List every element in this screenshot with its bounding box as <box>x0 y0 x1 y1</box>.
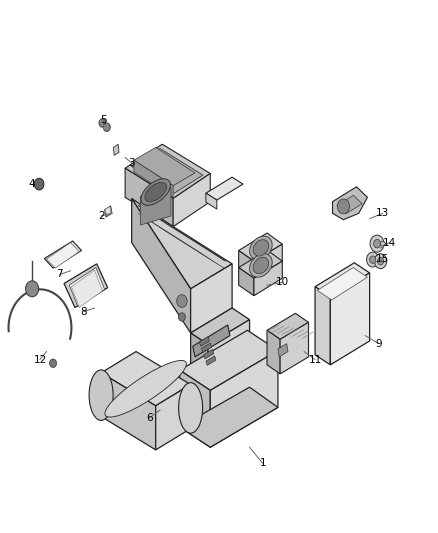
Circle shape <box>370 235 384 252</box>
Text: 5: 5 <box>100 115 106 125</box>
Polygon shape <box>132 198 191 333</box>
Polygon shape <box>191 308 250 345</box>
Circle shape <box>49 359 57 368</box>
Polygon shape <box>191 333 208 383</box>
Text: 2: 2 <box>98 211 104 221</box>
Polygon shape <box>180 370 210 447</box>
Polygon shape <box>206 356 216 366</box>
Polygon shape <box>138 213 226 269</box>
Polygon shape <box>125 144 210 198</box>
Polygon shape <box>267 313 308 340</box>
Polygon shape <box>71 270 102 308</box>
Polygon shape <box>69 268 105 307</box>
Polygon shape <box>44 241 81 268</box>
Polygon shape <box>46 243 79 268</box>
Polygon shape <box>138 205 226 261</box>
Ellipse shape <box>105 360 187 417</box>
Polygon shape <box>204 350 214 359</box>
Circle shape <box>374 254 387 269</box>
Text: 6: 6 <box>146 413 152 423</box>
Polygon shape <box>199 337 209 346</box>
Polygon shape <box>267 330 280 374</box>
Polygon shape <box>155 384 191 450</box>
Polygon shape <box>134 148 195 185</box>
Polygon shape <box>239 250 283 278</box>
Polygon shape <box>315 287 330 365</box>
Circle shape <box>103 123 110 132</box>
Circle shape <box>178 313 185 321</box>
Text: 12: 12 <box>33 354 46 365</box>
Polygon shape <box>64 264 108 308</box>
Polygon shape <box>191 264 232 333</box>
Polygon shape <box>132 198 232 289</box>
Text: 8: 8 <box>80 306 87 317</box>
Polygon shape <box>332 187 367 220</box>
Polygon shape <box>173 173 210 227</box>
Ellipse shape <box>141 179 170 205</box>
Text: 4: 4 <box>28 179 35 189</box>
Polygon shape <box>315 263 370 297</box>
Polygon shape <box>105 206 112 217</box>
Ellipse shape <box>253 257 269 273</box>
Text: 3: 3 <box>128 158 135 168</box>
Ellipse shape <box>253 240 269 256</box>
Polygon shape <box>239 251 254 278</box>
Polygon shape <box>180 387 278 447</box>
Polygon shape <box>101 373 155 450</box>
Circle shape <box>367 252 379 267</box>
Polygon shape <box>206 177 243 200</box>
Polygon shape <box>193 325 230 357</box>
Polygon shape <box>208 320 250 383</box>
Polygon shape <box>113 144 119 156</box>
Polygon shape <box>254 244 283 278</box>
Polygon shape <box>206 193 217 209</box>
Ellipse shape <box>145 182 166 202</box>
Ellipse shape <box>250 254 272 277</box>
Circle shape <box>378 257 384 265</box>
Polygon shape <box>210 351 278 447</box>
Ellipse shape <box>89 370 113 421</box>
Circle shape <box>337 199 350 214</box>
Polygon shape <box>239 268 254 296</box>
Polygon shape <box>330 273 370 365</box>
Circle shape <box>177 295 187 308</box>
Polygon shape <box>337 195 362 214</box>
Polygon shape <box>141 188 171 225</box>
Polygon shape <box>180 330 278 390</box>
Text: 11: 11 <box>308 354 321 365</box>
Polygon shape <box>134 160 173 197</box>
Polygon shape <box>239 233 283 261</box>
Polygon shape <box>317 268 367 300</box>
Polygon shape <box>101 352 191 406</box>
Text: 1: 1 <box>259 458 266 468</box>
Circle shape <box>99 119 106 127</box>
Polygon shape <box>378 241 386 246</box>
Ellipse shape <box>179 383 203 433</box>
Polygon shape <box>201 343 212 353</box>
Circle shape <box>370 256 376 263</box>
Text: 7: 7 <box>57 270 63 279</box>
Polygon shape <box>132 149 203 193</box>
Polygon shape <box>125 168 173 227</box>
Polygon shape <box>278 344 288 357</box>
Text: 13: 13 <box>376 208 389 219</box>
Ellipse shape <box>250 236 272 260</box>
Text: 14: 14 <box>383 238 396 247</box>
Polygon shape <box>106 206 111 215</box>
Circle shape <box>25 281 39 297</box>
Circle shape <box>34 178 44 190</box>
Text: 10: 10 <box>276 278 289 287</box>
Polygon shape <box>254 261 283 296</box>
Circle shape <box>374 239 381 248</box>
Text: 9: 9 <box>375 338 381 349</box>
Polygon shape <box>280 322 308 374</box>
Text: 15: 15 <box>376 254 389 263</box>
